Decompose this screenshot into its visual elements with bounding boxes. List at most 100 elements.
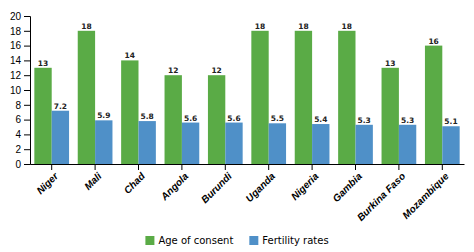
y-tick: 16 (10, 40, 30, 51)
bar (34, 68, 51, 164)
data-label: 18 (81, 22, 91, 31)
data-label: 5.4 (314, 115, 327, 124)
data-label: 5.3 (401, 116, 414, 125)
y-tick-mark (24, 46, 30, 47)
x-tick: Chad (122, 164, 148, 196)
x-tick-mark (268, 164, 269, 170)
x-tick-mark (312, 164, 313, 170)
x-tick: Nigeria (289, 164, 321, 202)
legend-item: Age of consent (145, 235, 233, 246)
legend-swatch (145, 236, 154, 245)
y-tick-label: 0 (15, 159, 21, 170)
data-label: 5.6 (227, 114, 240, 123)
data-label: 5.3 (358, 116, 371, 125)
y-tick-mark (24, 134, 30, 135)
data-label: 18 (342, 22, 352, 31)
x-tick-mark (181, 164, 182, 170)
data-label: 16 (428, 37, 438, 46)
bar (295, 31, 312, 164)
bar (208, 75, 225, 164)
y-tick-mark (24, 164, 30, 165)
y-tick-mark (24, 120, 30, 121)
y-tick-label: 18 (10, 26, 22, 37)
bar (338, 31, 355, 164)
bar (165, 75, 182, 164)
data-label: 5.5 (271, 114, 284, 123)
x-tick: Uganda (243, 164, 277, 204)
y-tick-label: 10 (10, 85, 22, 96)
x-tick-mark (442, 164, 443, 170)
bar (95, 120, 112, 164)
x-tick-mark (95, 164, 96, 170)
y-tick-mark (24, 60, 30, 61)
x-tick-label: Mali (82, 170, 104, 192)
x-tick: Burkina Faso (355, 164, 408, 223)
y-tick-label: 16 (10, 40, 22, 51)
data-label: 18 (255, 22, 265, 31)
bars (34, 31, 459, 164)
bar-series (52, 111, 460, 164)
bar (356, 125, 373, 164)
y-tick-mark (24, 90, 30, 91)
legend-swatch (249, 236, 258, 245)
data-labels: 131814121218181813167.25.95.85.65.65.55.… (38, 22, 458, 126)
bar (425, 46, 442, 164)
x-tick-mark (398, 164, 399, 170)
x-tick-label: Gambia (330, 170, 364, 204)
y-tick-mark (24, 75, 30, 76)
plot: 0 2 4 6 8 10 12 14 16 18 20 Niger Mali Chad AngolaBuru… (10, 11, 465, 223)
x-tick-mark (51, 164, 52, 170)
y-tick: 4 (15, 129, 30, 140)
x-tick-label: Nigeria (289, 170, 321, 202)
x-tick-mark (355, 164, 356, 170)
x-tick-mark (225, 164, 226, 170)
bar (442, 126, 459, 164)
bar (312, 124, 329, 164)
bar (269, 123, 286, 164)
data-label: 5.6 (184, 114, 197, 123)
legend: Age of consentFertility rates (145, 235, 328, 246)
data-label: 5.9 (97, 111, 110, 120)
y-tick-label: 14 (10, 55, 22, 66)
x-tick: Mali (82, 164, 104, 192)
y-tick: 6 (15, 114, 30, 125)
y-tick-label: 20 (10, 11, 22, 22)
bar (121, 60, 138, 164)
data-label: 7.2 (54, 102, 67, 111)
y-tick: 12 (10, 70, 30, 81)
bar (52, 111, 69, 164)
y-tick-mark (24, 149, 30, 150)
y-tick: 14 (10, 55, 30, 66)
x-tick-label: Burkina Faso (355, 170, 408, 223)
x-tick-mark (138, 164, 139, 170)
data-label: 14 (125, 51, 135, 60)
y-tick: 8 (15, 100, 30, 111)
chart: 0 2 4 6 8 10 12 14 16 18 20 Niger Mali Chad AngolaBuru… (0, 0, 474, 252)
y-tick-label: 12 (10, 70, 22, 81)
bar (78, 31, 95, 164)
y-tick-label: 8 (15, 100, 21, 111)
y-tick-mark (24, 105, 30, 106)
data-label: 18 (298, 22, 308, 31)
y-tick: 20 (10, 11, 30, 22)
x-tick: Angola (158, 164, 191, 203)
x-tick-label: Burundi (199, 170, 234, 205)
bar (225, 123, 242, 164)
x-tick-label: Angola (158, 170, 191, 203)
data-label: 12 (168, 66, 178, 75)
y-tick: 2 (15, 144, 30, 155)
data-label: 13 (38, 59, 48, 68)
x-axis: Niger Mali Chad AngolaBurundi Uganda Nigeria G… (31, 164, 465, 223)
y-tick: 10 (10, 85, 30, 96)
y-tick-mark (24, 16, 30, 17)
bar (382, 68, 399, 164)
legend-label: Age of consent (158, 235, 233, 246)
y-tick-mark (24, 31, 30, 32)
x-tick: Burundi (199, 164, 234, 205)
x-tick-label: Uganda (243, 170, 277, 204)
x-tick: Niger (34, 164, 61, 196)
x-tick-label: Mozambique (400, 170, 451, 221)
y-tick: 0 (15, 159, 30, 170)
data-label: 13 (385, 59, 395, 68)
data-label: 5.8 (141, 112, 154, 121)
